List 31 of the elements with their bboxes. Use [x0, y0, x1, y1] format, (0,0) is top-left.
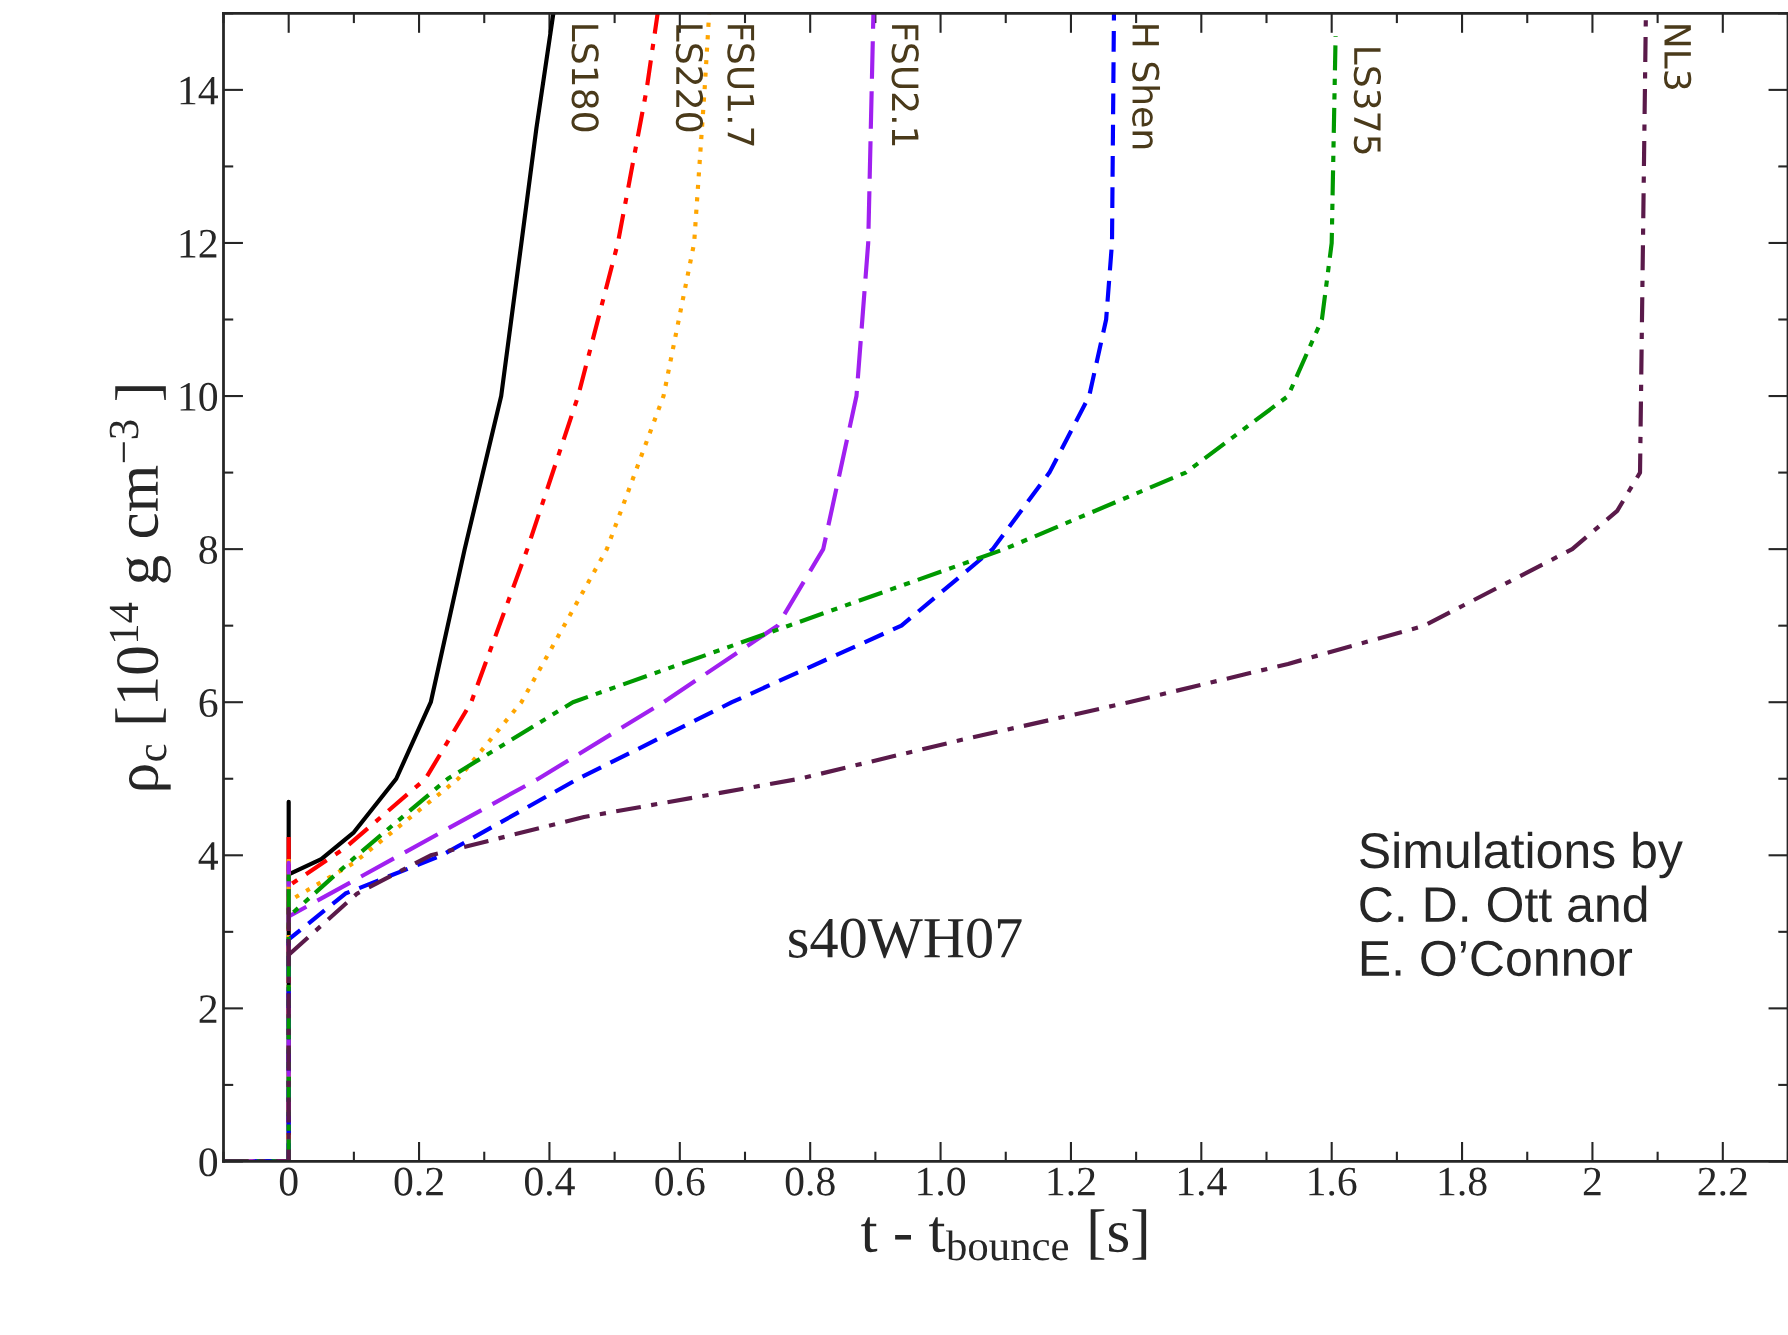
- x-tick-label: 1.2: [1048, 1167, 1095, 1196]
- y-tick-label: 8: [199, 535, 218, 564]
- y-tick-label: 4: [198, 842, 218, 870]
- text: FSU1.7: [727, 25, 755, 146]
- x-tick-label: 1.0: [918, 1167, 966, 1196]
- y-tick-label: 0: [199, 1148, 218, 1177]
- x-axis-title: t - t$_{bounce}$ [s]: [861, 1209, 1147, 1261]
- x-tick-label: 0.4: [524, 1167, 575, 1196]
- x-tick-label: 2.2: [1698, 1167, 1747, 1196]
- x-tick-label: 0.8: [785, 1167, 835, 1196]
- y-axis-title: ρ$_{c}$ [10$^{14}$ g cm$^{−3}$ ]: [109, 386, 171, 790]
- x-tick-label: 0: [279, 1167, 298, 1196]
- text: LS375: [1353, 48, 1382, 154]
- annotation: s40WH07: [789, 918, 1022, 959]
- y-tick-label: 12: [180, 229, 217, 258]
- text: LS220: [675, 25, 704, 132]
- x-tick-label: 2: [1583, 1167, 1601, 1196]
- y-tick-label: 10: [180, 382, 218, 411]
- x-tick-label: 1.6: [1309, 1167, 1357, 1196]
- annotation: Simulations by C. D. Ott and E. O’Connor: [1360, 831, 1683, 977]
- x-tick-label: 1.4: [1178, 1167, 1227, 1196]
- x-tick-label: 0.2: [394, 1167, 443, 1196]
- x-tick-label: 0.6: [655, 1167, 705, 1196]
- text: H Shen: [1132, 25, 1161, 149]
- y-tick-label: 14: [180, 76, 218, 105]
- y-tick-label: 2: [199, 995, 217, 1023]
- text: FSU2.1: [891, 25, 919, 146]
- text: LS180: [571, 25, 599, 132]
- x-tick-label: 1.8: [1439, 1167, 1487, 1196]
- y-tick-label: 6: [199, 689, 218, 718]
- text: NL3: [1664, 25, 1692, 89]
